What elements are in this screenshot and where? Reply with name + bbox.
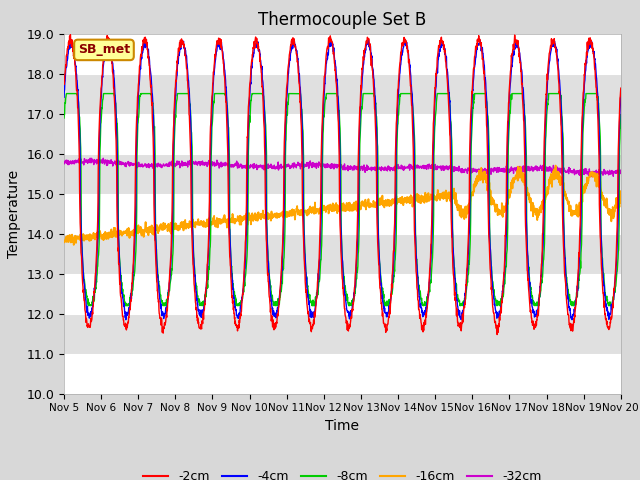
- Bar: [64, 154, 621, 193]
- X-axis label: Time: Time: [325, 419, 360, 433]
- Bar: [64, 114, 621, 154]
- Title: Thermocouple Set B: Thermocouple Set B: [259, 11, 426, 29]
- Y-axis label: Temperature: Temperature: [7, 169, 21, 258]
- Bar: [64, 354, 621, 394]
- Bar: [64, 193, 621, 234]
- Bar: [64, 234, 621, 274]
- Bar: [64, 274, 621, 313]
- Text: SB_met: SB_met: [78, 43, 130, 56]
- Bar: [64, 73, 621, 114]
- Bar: [64, 34, 621, 73]
- Bar: [64, 313, 621, 354]
- Legend: -2cm, -4cm, -8cm, -16cm, -32cm: -2cm, -4cm, -8cm, -16cm, -32cm: [138, 465, 547, 480]
